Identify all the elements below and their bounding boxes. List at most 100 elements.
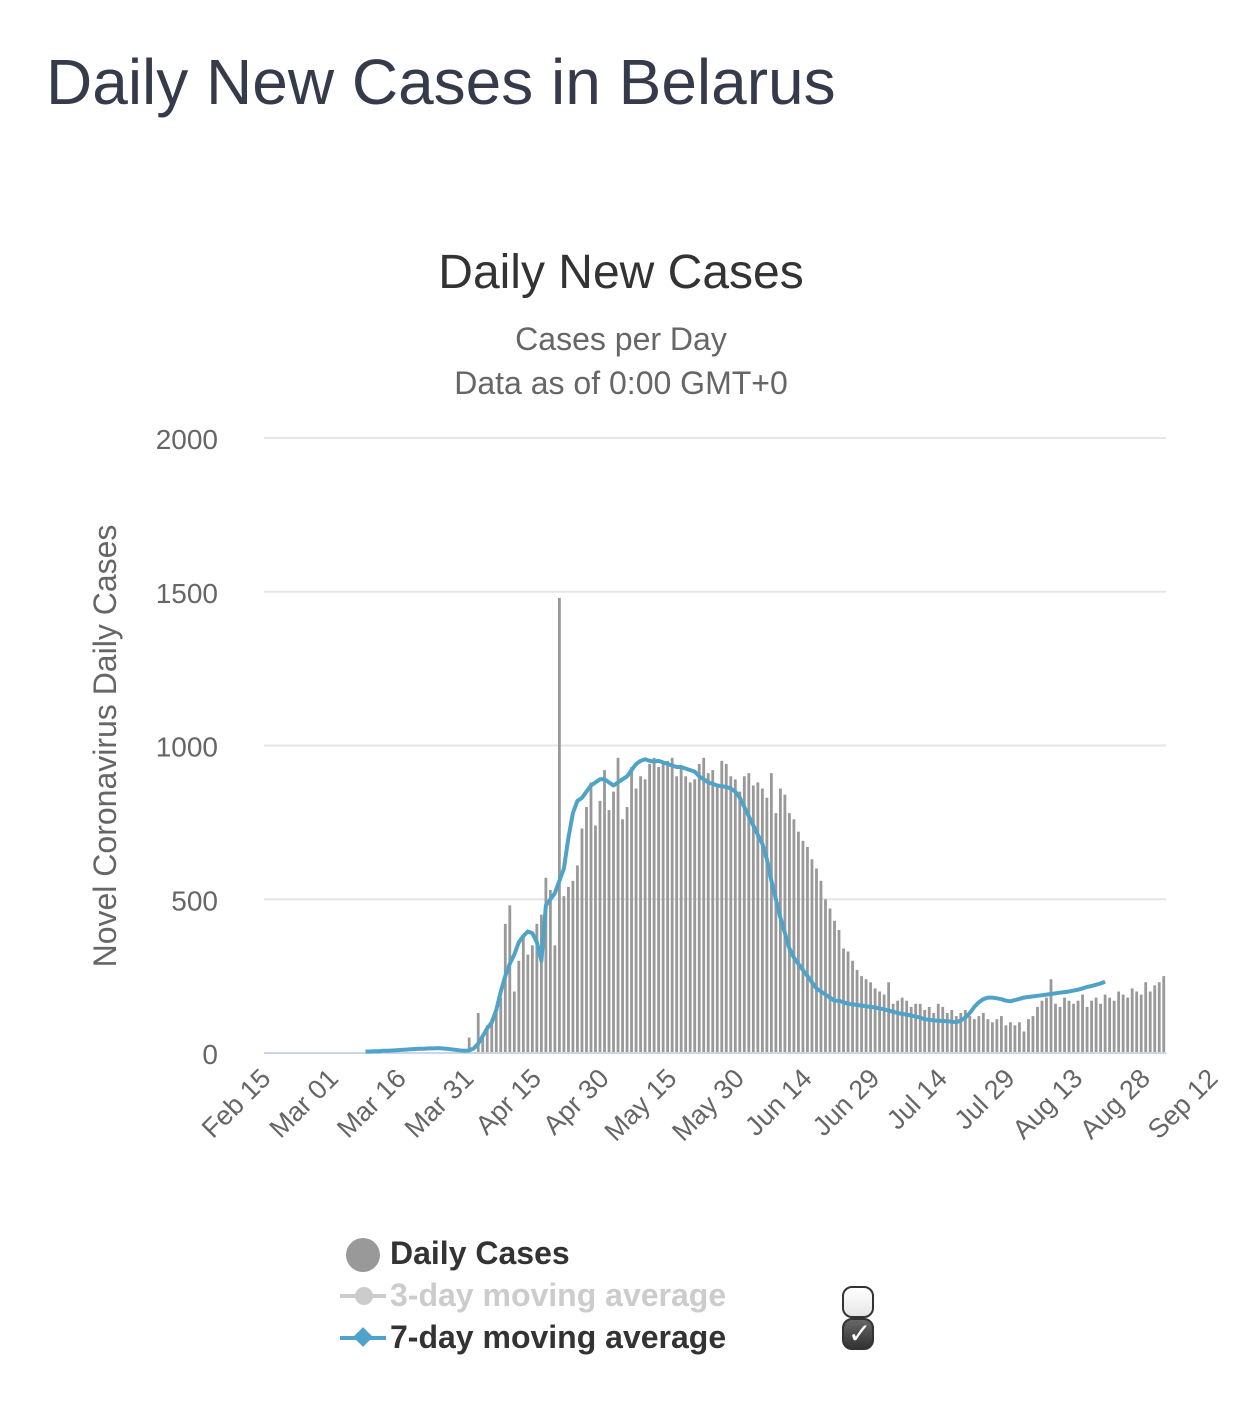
- daily-cases-bar: [512, 991, 516, 1053]
- daily-cases-bar: [562, 896, 566, 1053]
- daily-cases-bar: [1076, 1000, 1080, 1053]
- daily-cases-bar: [909, 1006, 913, 1053]
- x-tick-label: May 30: [666, 1063, 750, 1147]
- daily-cases-bar: [887, 982, 891, 1053]
- daily-cases-bar: [521, 936, 525, 1053]
- daily-cases-bar: [945, 1013, 949, 1053]
- daily-cases-bar: [616, 757, 620, 1053]
- legend-marker: [355, 1287, 373, 1305]
- daily-cases-bar: [625, 807, 629, 1053]
- daily-cases-bar: [905, 1000, 909, 1053]
- daily-cases-bar: [1126, 997, 1130, 1053]
- daily-cases-bars: [467, 597, 1166, 1053]
- daily-cases-bar: [738, 791, 742, 1053]
- daily-cases-chart: Daily New Cases Cases per Day Data as of…: [87, 246, 1224, 1147]
- x-tick-label: Feb 15: [196, 1063, 277, 1144]
- daily-cases-bar: [747, 773, 751, 1053]
- daily-cases-bar: [1157, 982, 1161, 1053]
- daily-cases-bar: [481, 1037, 485, 1053]
- x-tick-label: Aug 28: [1074, 1063, 1156, 1145]
- daily-cases-bar: [860, 976, 863, 1053]
- daily-cases-bar: [864, 979, 868, 1053]
- y-tick-labels: 0 500 1000 1500 2000: [156, 424, 218, 1070]
- daily-cases-bar: [801, 840, 805, 1053]
- daily-cases-bar: [936, 1003, 940, 1053]
- daily-cases-bar: [589, 782, 593, 1053]
- daily-cases-bar: [815, 868, 818, 1053]
- daily-cases-bar: [788, 813, 791, 1053]
- daily-cases-bar: [467, 1037, 471, 1053]
- legend-item[interactable]: 3-day moving average: [330, 1274, 890, 1318]
- legend-label: Daily Cases: [390, 1234, 570, 1271]
- daily-cases-bar: [742, 776, 746, 1053]
- daily-cases-bar: [553, 945, 557, 1053]
- daily-cases-bar: [558, 597, 561, 1053]
- daily-cases-bar: [914, 1003, 918, 1053]
- daily-cases-bar: [824, 899, 827, 1053]
- y-tick-label: 2000: [156, 424, 218, 455]
- daily-cases-bar: [855, 969, 859, 1053]
- legend-item[interactable]: 7-day moving average: [330, 1316, 890, 1358]
- legend-symbol: [330, 1232, 390, 1274]
- daily-cases-bar: [634, 788, 638, 1053]
- daily-cases-bar: [1148, 991, 1152, 1053]
- daily-cases-bar: [959, 1013, 963, 1053]
- daily-cases-bar: [792, 819, 796, 1053]
- legend-item[interactable]: Daily Cases: [330, 1232, 890, 1274]
- daily-cases-bar: [774, 813, 778, 1053]
- daily-cases-bar: [806, 846, 809, 1053]
- daily-cases-bar: [963, 1009, 967, 1053]
- daily-cases-bar: [1027, 1019, 1030, 1053]
- daily-cases-bar: [1004, 1025, 1008, 1053]
- daily-cases-bar: [810, 859, 814, 1053]
- daily-cases-bar: [1144, 982, 1148, 1053]
- legend-label: 3-day moving average: [390, 1276, 727, 1313]
- daily-cases-bar: [548, 890, 552, 1053]
- daily-cases-bar: [878, 991, 882, 1053]
- daily-cases-bar: [837, 930, 841, 1053]
- daily-cases-bar: [941, 1006, 945, 1053]
- daily-cases-bar: [508, 905, 512, 1053]
- daily-cases-bar: [711, 770, 715, 1053]
- grid-lines: [264, 437, 1166, 901]
- daily-cases-bar: [675, 776, 679, 1053]
- checked-checkbox[interactable]: [842, 1317, 874, 1350]
- daily-cases-bar: [1058, 1006, 1062, 1053]
- daily-cases-bar: [932, 1013, 936, 1053]
- daily-cases-bar: [783, 794, 787, 1053]
- daily-cases-bar: [1022, 1031, 1026, 1053]
- daily-cases-bar: [657, 767, 661, 1053]
- x-tick-label: Apr 15: [470, 1063, 547, 1140]
- daily-cases-bar: [1049, 979, 1053, 1053]
- daily-cases-bar: [1121, 994, 1125, 1053]
- daily-cases-bar: [693, 779, 697, 1053]
- daily-cases-bar: [769, 773, 773, 1053]
- daily-cases-bar: [1112, 1000, 1116, 1053]
- x-tick-label: Jun 14: [739, 1063, 818, 1142]
- daily-cases-bar: [896, 1000, 900, 1053]
- daily-cases-bar: [1081, 994, 1084, 1053]
- daily-cases-bar: [503, 923, 507, 1053]
- daily-cases-bar: [697, 763, 701, 1053]
- daily-cases-bar: [1045, 997, 1048, 1053]
- daily-cases-bar: [1067, 1000, 1071, 1053]
- daily-cases-bar: [797, 831, 800, 1053]
- daily-cases-bar: [1072, 1003, 1075, 1053]
- daily-cases-bar: [612, 791, 615, 1053]
- daily-cases-bar: [1018, 1022, 1021, 1053]
- y-tick-label: 1500: [156, 578, 218, 609]
- daily-cases-bar: [1135, 991, 1139, 1053]
- daily-cases-bar: [923, 1009, 927, 1053]
- chart-title: Daily New Cases: [438, 246, 803, 299]
- y-tick-label: 500: [171, 885, 218, 916]
- daily-cases-bar: [571, 880, 575, 1053]
- daily-cases-bar: [485, 1025, 489, 1053]
- daily-cases-bar: [603, 770, 606, 1053]
- daily-cases-bar: [756, 782, 760, 1053]
- daily-cases-bar: [526, 954, 530, 1053]
- chart-legend: Daily Cases 3-day moving average 7-day mov…: [330, 1232, 890, 1358]
- daily-cases-bar: [1054, 1003, 1057, 1053]
- unchecked-checkbox[interactable]: [842, 1286, 874, 1318]
- daily-cases-bar: [1130, 988, 1134, 1053]
